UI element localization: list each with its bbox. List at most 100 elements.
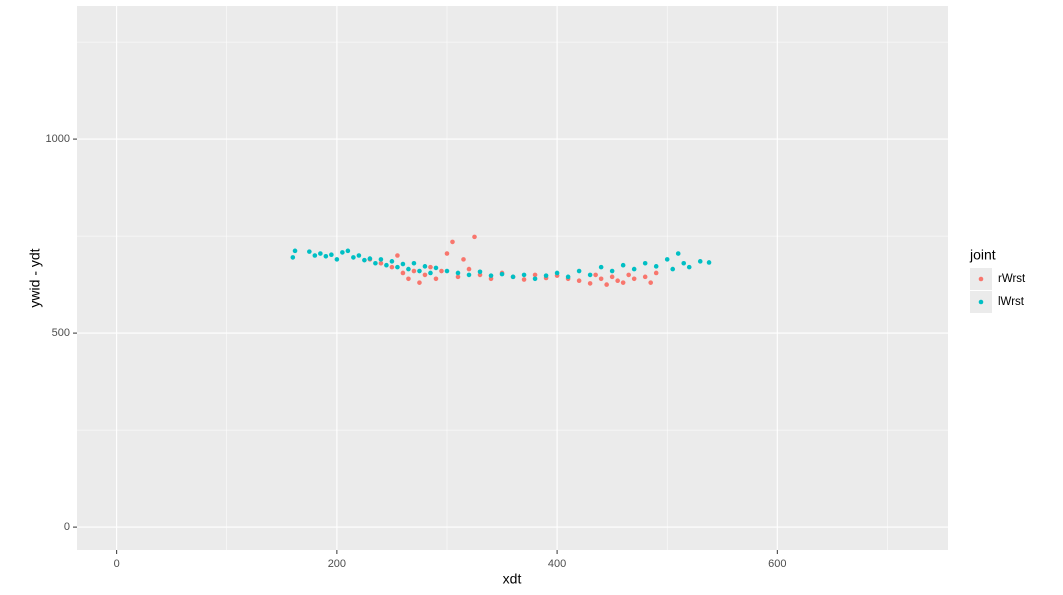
point <box>477 269 483 275</box>
point <box>604 282 609 287</box>
legend-label: lWrst <box>998 296 1025 308</box>
point <box>472 234 477 240</box>
legend-swatch <box>978 276 984 282</box>
point <box>400 270 406 276</box>
point <box>334 257 340 262</box>
point <box>461 257 466 262</box>
point <box>428 270 433 276</box>
legend-title: joint <box>969 247 996 263</box>
point <box>356 253 362 258</box>
point <box>417 268 422 274</box>
point <box>626 272 631 278</box>
x-tick-label: 0 <box>114 558 120 570</box>
point <box>532 276 538 282</box>
point <box>455 274 461 280</box>
point <box>351 255 356 260</box>
point <box>455 270 461 276</box>
point <box>450 239 455 245</box>
point <box>433 265 439 271</box>
point <box>417 280 422 285</box>
point <box>384 262 389 268</box>
point <box>565 274 571 280</box>
point <box>367 256 373 261</box>
point <box>422 272 428 278</box>
x-tick-label: 200 <box>328 558 346 570</box>
point <box>378 260 384 266</box>
point <box>406 266 411 272</box>
point <box>290 255 296 260</box>
point <box>675 251 681 256</box>
point <box>648 280 653 285</box>
point <box>598 264 604 270</box>
point <box>631 266 637 272</box>
point <box>653 264 659 269</box>
point <box>609 274 615 280</box>
point <box>642 260 648 266</box>
point <box>499 271 505 277</box>
y-tick-label: 0 <box>64 521 70 533</box>
y-axis-title: ywid - ydt <box>27 248 43 307</box>
point <box>587 272 593 278</box>
point <box>307 249 312 254</box>
point <box>378 257 384 262</box>
x-tick-label: 400 <box>548 558 566 570</box>
point <box>620 280 626 285</box>
point <box>631 276 637 282</box>
point <box>615 278 620 284</box>
point <box>406 276 411 282</box>
point <box>554 270 560 276</box>
point <box>664 257 670 262</box>
y-tick-label: 500 <box>52 327 70 339</box>
point <box>521 277 527 282</box>
legend-label: rWrst <box>998 273 1026 285</box>
point <box>395 264 400 270</box>
point <box>422 264 428 269</box>
point <box>340 250 345 255</box>
x-tick-label: 600 <box>768 558 786 570</box>
point <box>329 252 334 258</box>
point <box>706 260 712 265</box>
point <box>466 272 472 278</box>
point <box>587 281 593 286</box>
point <box>428 264 433 270</box>
point <box>576 268 582 274</box>
point <box>576 278 582 284</box>
point <box>312 253 318 258</box>
x-axis-title: xdt <box>503 571 522 587</box>
point <box>488 273 494 278</box>
point <box>395 253 400 258</box>
point <box>389 259 395 264</box>
point <box>411 268 417 274</box>
point <box>345 248 351 254</box>
point <box>411 260 417 266</box>
point <box>686 264 692 270</box>
point <box>444 251 450 256</box>
point <box>444 268 450 274</box>
point <box>362 257 367 263</box>
point <box>593 272 598 278</box>
point <box>318 251 323 256</box>
point <box>653 270 659 276</box>
legend-swatch <box>978 299 984 305</box>
point <box>670 266 676 272</box>
point <box>389 264 395 270</box>
point <box>620 262 626 268</box>
point <box>510 274 516 280</box>
point <box>400 261 406 267</box>
point <box>609 268 615 274</box>
point <box>292 248 298 254</box>
point <box>543 273 549 278</box>
point <box>439 268 444 274</box>
point <box>598 276 604 282</box>
point <box>521 272 527 278</box>
y-tick-label: 1000 <box>46 133 70 145</box>
point <box>681 260 687 266</box>
point <box>433 276 439 282</box>
point <box>466 266 472 272</box>
point <box>323 253 329 259</box>
point <box>642 274 648 280</box>
point <box>373 260 378 266</box>
point <box>697 259 703 264</box>
